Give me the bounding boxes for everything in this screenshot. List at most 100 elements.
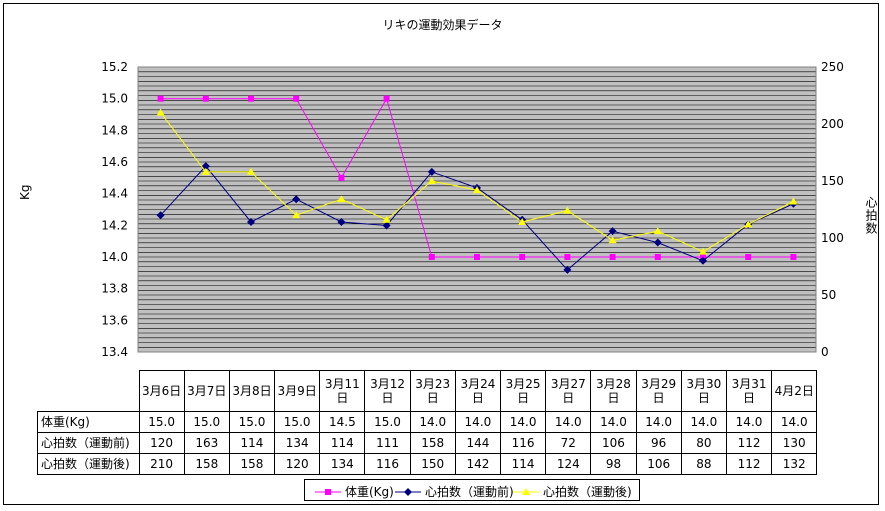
table-cell: 106 xyxy=(635,453,682,475)
table-cell: 106 xyxy=(590,432,637,454)
y-right-tick-label: 250 xyxy=(821,60,844,74)
table-cell: 114 xyxy=(499,453,547,475)
y-left-tick-label: 13.8 xyxy=(101,282,128,296)
table-row: 体重(Kg) 15.0 15.0 15.0 15.0 14.5 15.0 14.0 14.0 14… xyxy=(37,411,818,433)
data-point-s1 xyxy=(292,195,301,204)
table-cell: 142 xyxy=(454,453,502,475)
table-cell: 120 xyxy=(274,453,321,475)
table-cell: 14.0 xyxy=(499,411,547,433)
data-point-s2 xyxy=(518,218,527,226)
x-tick-label: 3月25 日 xyxy=(499,370,547,412)
data-point-s0 xyxy=(745,254,752,260)
legend-label: 心拍数（運動前) xyxy=(425,485,514,499)
data-point-s0 xyxy=(383,95,390,102)
table-cell: 124 xyxy=(545,453,592,475)
plot-area: 15.2 15.0 14.8 14.6 14.4 14.2 14.0 13.8 13.6 13.4… xyxy=(101,60,844,359)
table-row-label: 心拍数（運動後) xyxy=(37,453,140,475)
data-point-s1 xyxy=(608,227,617,236)
data-point-s2 xyxy=(608,236,617,244)
table-cell: 132 xyxy=(771,453,818,475)
data-point-s0 xyxy=(654,254,661,260)
data-point-s0 xyxy=(338,174,345,181)
table-cell: 158 xyxy=(228,453,276,475)
chart-title: リキの運動効果データ xyxy=(382,18,503,32)
data-point-s2 xyxy=(382,215,391,223)
y-left-tick-label: 15.2 xyxy=(101,60,128,74)
y-right-tick-label: 150 xyxy=(821,174,844,188)
data-point-s0 xyxy=(248,95,254,102)
table-cell: 15.0 xyxy=(364,411,411,433)
table-cell: 15.0 xyxy=(183,411,230,433)
x-tick-label: 3月11 日 xyxy=(319,370,366,412)
y-left-tick-label: 14.4 xyxy=(101,187,128,201)
table-row-label: 心拍数（運動前) xyxy=(37,432,140,454)
data-point-s0 xyxy=(790,254,797,260)
table-cell: 14.0 xyxy=(680,411,727,433)
y-left-tick-label: 14.2 xyxy=(101,218,128,232)
data-point-s2 xyxy=(337,195,346,203)
table-cell: 112 xyxy=(725,432,773,454)
y-left-tick-label: 13.6 xyxy=(101,313,128,327)
table-row-label: 体重(Kg) xyxy=(37,411,140,433)
table-cell: 14.0 xyxy=(725,411,773,433)
table-cell: 14.0 xyxy=(635,411,682,433)
table-cell: 15.0 xyxy=(228,411,276,433)
table-cell: 116 xyxy=(499,432,547,454)
y-right-tick-label: 50 xyxy=(821,288,836,302)
data-point-s2 xyxy=(156,108,165,116)
table-cell: 14.0 xyxy=(771,411,818,433)
table-cell: 163 xyxy=(183,432,230,454)
legend-label: 心拍数（運動後) xyxy=(543,485,632,499)
table-cell: 15.0 xyxy=(274,411,321,433)
data-point-s2 xyxy=(292,211,301,219)
y-left-tick-label: 14.6 xyxy=(101,155,128,169)
table-cell: 114 xyxy=(319,432,366,454)
table-cell: 116 xyxy=(364,453,411,475)
x-tick-label: 3月6日 xyxy=(138,370,185,412)
table-cell: 88 xyxy=(680,453,727,475)
y-left-tick-label: 13.4 xyxy=(101,345,128,359)
y-left-tick-label: 14.8 xyxy=(101,123,128,137)
table-cell: 15.0 xyxy=(138,411,185,433)
table-cell: 96 xyxy=(635,432,682,454)
x-tick-label: 3月7日 xyxy=(183,370,230,412)
x-tick-label: 3月28 日 xyxy=(590,370,637,412)
x-tick-label: 3月30 日 xyxy=(680,370,727,412)
data-point-s1 xyxy=(247,218,255,227)
data-point-s0 xyxy=(293,95,300,102)
table-cell: 72 xyxy=(545,432,592,454)
legend-swatch xyxy=(315,488,341,495)
data-point-s0 xyxy=(564,254,571,260)
table-cell: 14.0 xyxy=(590,411,637,433)
x-tick-label: 3月23 日 xyxy=(409,370,456,412)
table-cell: 134 xyxy=(274,432,321,454)
table-cell: 111 xyxy=(364,432,411,454)
data-point-s1 xyxy=(563,265,572,274)
table-cell: 14.0 xyxy=(454,411,502,433)
table-row: 心拍数（運動前) 120 163 114 134 114 111 158 144 116 72 106… xyxy=(37,432,818,454)
data-point-s1 xyxy=(427,167,436,176)
x-tick-label: 3月9日 xyxy=(274,370,321,412)
data-point-s2 xyxy=(247,167,255,175)
y-right-tick-label: 100 xyxy=(821,231,844,245)
table-cell: 158 xyxy=(409,432,456,454)
x-tick-label: 3月8日 xyxy=(228,370,276,412)
y-left-tick-label: 14.0 xyxy=(101,250,128,264)
table-cell: 144 xyxy=(454,432,502,454)
data-point-s2 xyxy=(563,206,572,214)
data-point-s2 xyxy=(789,197,798,205)
table-cell: 14.5 xyxy=(319,411,366,433)
legend-label: 体重(Kg) xyxy=(345,485,394,499)
table-row: 心拍数（運動後) 210 158 158 120 134 116 150 142 114 124 98… xyxy=(37,453,818,475)
data-point-s1 xyxy=(337,218,346,227)
data-point-s2 xyxy=(201,167,210,175)
data-point-s0 xyxy=(609,254,616,260)
data-point-s1 xyxy=(653,238,662,247)
table-cell: 114 xyxy=(228,432,276,454)
table-cell: 130 xyxy=(771,432,818,454)
table-cell: 14.0 xyxy=(409,411,456,433)
x-tick-label: 3月24 日 xyxy=(454,370,502,412)
x-tick-label: 3月29 日 xyxy=(635,370,682,412)
table-cell: 158 xyxy=(183,453,230,475)
